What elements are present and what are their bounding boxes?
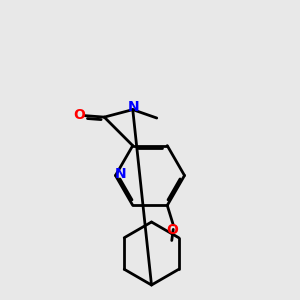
Text: O: O <box>166 223 178 237</box>
Text: N: N <box>115 167 126 181</box>
Text: O: O <box>74 108 85 122</box>
Text: N: N <box>128 100 140 114</box>
